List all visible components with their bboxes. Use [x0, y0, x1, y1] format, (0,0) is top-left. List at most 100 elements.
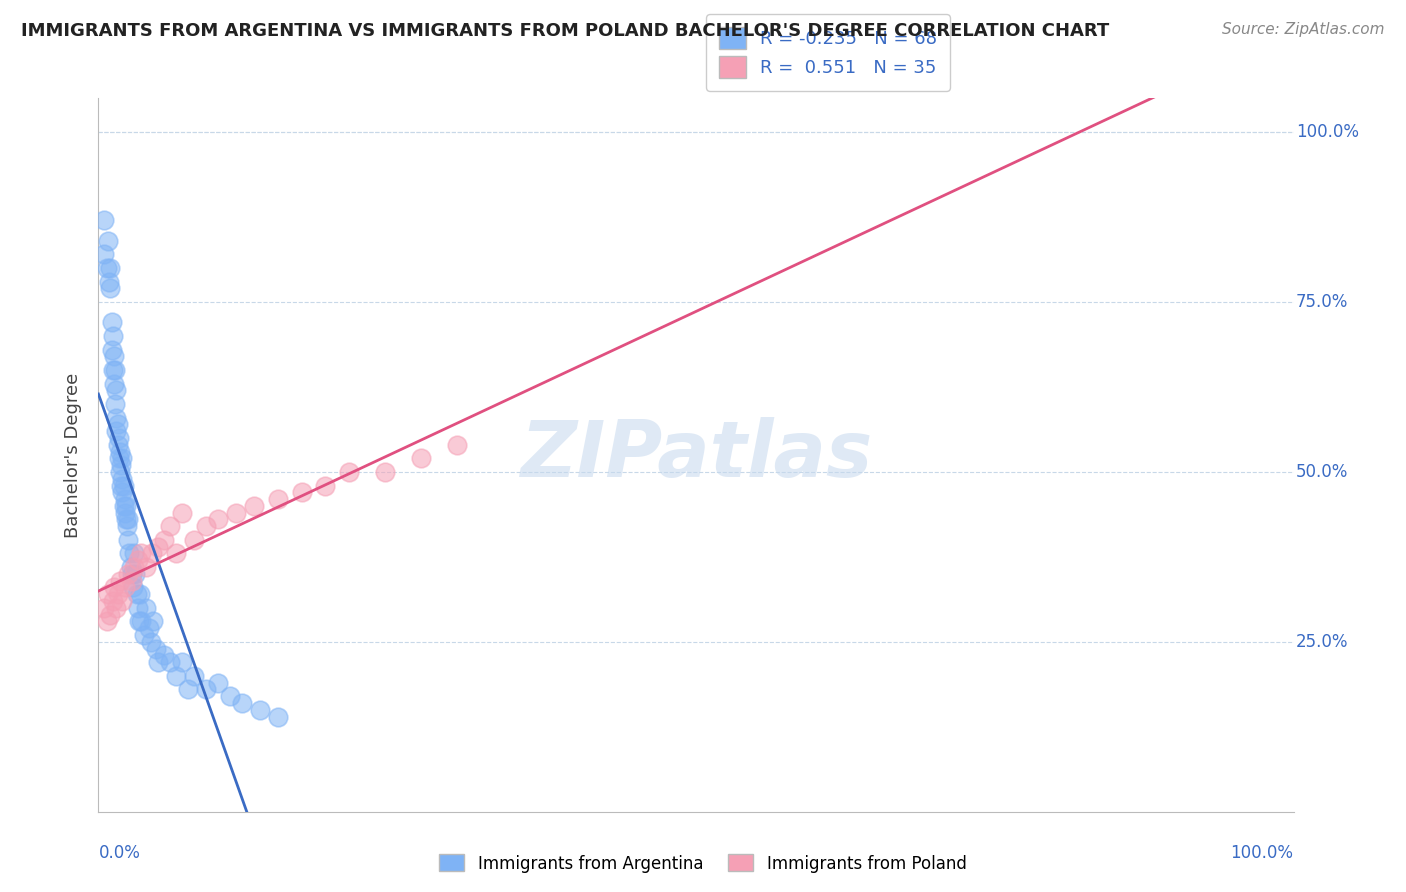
- Point: [97, 234, 120, 248]
- Legend: R = -0.235   N = 68, R =  0.551   N = 35: R = -0.235 N = 68, R = 0.551 N = 35: [706, 14, 950, 91]
- Point: [93, 213, 115, 227]
- Point: [122, 581, 145, 595]
- Text: 0.0%: 0.0%: [98, 844, 141, 862]
- Point: [103, 350, 125, 364]
- Point: [117, 566, 139, 581]
- Point: [127, 600, 149, 615]
- Point: [159, 655, 181, 669]
- Point: [101, 329, 124, 343]
- Point: [107, 451, 129, 466]
- Point: [104, 363, 127, 377]
- Point: [131, 546, 153, 560]
- Point: [124, 560, 146, 574]
- Point: [98, 260, 122, 275]
- Point: [249, 703, 271, 717]
- Point: [111, 451, 134, 466]
- Point: [114, 492, 136, 507]
- Point: [267, 709, 290, 723]
- Text: IMMIGRANTS FROM ARGENTINA VS IMMIGRANTS FROM POLAND BACHELOR'S DEGREE CORRELATIO: IMMIGRANTS FROM ARGENTINA VS IMMIGRANTS …: [21, 22, 1109, 40]
- Point: [132, 628, 155, 642]
- Point: [153, 648, 176, 663]
- Point: [128, 615, 150, 629]
- Point: [127, 553, 149, 567]
- Point: [96, 260, 118, 275]
- Point: [108, 444, 131, 458]
- Point: [219, 689, 242, 703]
- Point: [148, 655, 170, 669]
- Point: [129, 587, 152, 601]
- Y-axis label: Bachelor's Degree: Bachelor's Degree: [65, 372, 83, 538]
- Point: [172, 655, 194, 669]
- Point: [172, 506, 194, 520]
- Point: [115, 499, 138, 513]
- Point: [107, 431, 129, 445]
- Point: [117, 533, 139, 547]
- Text: Source: ZipAtlas.com: Source: ZipAtlas.com: [1222, 22, 1385, 37]
- Point: [117, 512, 139, 526]
- Point: [121, 566, 143, 581]
- Point: [100, 315, 122, 329]
- Point: [291, 485, 314, 500]
- Text: 75.0%: 75.0%: [1296, 293, 1348, 311]
- Point: [96, 615, 118, 629]
- Point: [124, 566, 146, 581]
- Point: [121, 574, 143, 588]
- Point: [141, 546, 163, 560]
- Point: [138, 621, 160, 635]
- Point: [93, 600, 115, 615]
- Point: [114, 581, 136, 595]
- Text: 25.0%: 25.0%: [1296, 632, 1348, 651]
- Point: [108, 574, 131, 588]
- Point: [207, 512, 229, 526]
- Point: [107, 438, 129, 452]
- Point: [142, 615, 165, 629]
- Point: [115, 512, 138, 526]
- Point: [110, 458, 132, 472]
- Point: [195, 519, 218, 533]
- Point: [104, 397, 127, 411]
- Legend: Immigrants from Argentina, Immigrants from Poland: Immigrants from Argentina, Immigrants fr…: [433, 847, 973, 880]
- Point: [177, 682, 200, 697]
- Point: [111, 594, 134, 608]
- Point: [159, 519, 181, 533]
- Point: [411, 451, 433, 466]
- Point: [112, 478, 135, 492]
- Point: [339, 465, 361, 479]
- Point: [108, 465, 131, 479]
- Point: [225, 506, 247, 520]
- Point: [207, 675, 229, 690]
- Point: [165, 669, 187, 683]
- Point: [101, 594, 124, 608]
- Point: [98, 607, 122, 622]
- Point: [103, 376, 125, 391]
- Point: [267, 492, 290, 507]
- Point: [115, 519, 138, 533]
- Point: [100, 343, 122, 357]
- Point: [107, 417, 129, 432]
- Point: [153, 533, 176, 547]
- Point: [131, 615, 153, 629]
- Point: [243, 499, 266, 513]
- Point: [105, 410, 128, 425]
- Point: [112, 499, 135, 513]
- Text: 100.0%: 100.0%: [1296, 123, 1360, 141]
- Point: [139, 635, 162, 649]
- Point: [111, 485, 134, 500]
- Point: [101, 363, 124, 377]
- Point: [111, 472, 134, 486]
- Point: [135, 560, 157, 574]
- Point: [148, 540, 170, 554]
- Point: [105, 600, 128, 615]
- Point: [107, 587, 129, 601]
- Point: [118, 546, 141, 560]
- Point: [97, 587, 120, 601]
- Point: [105, 384, 128, 398]
- Point: [183, 669, 205, 683]
- Point: [315, 478, 337, 492]
- Point: [165, 546, 187, 560]
- Point: [124, 546, 146, 560]
- Point: [93, 247, 115, 261]
- Point: [125, 587, 148, 601]
- Point: [374, 465, 396, 479]
- Point: [98, 275, 121, 289]
